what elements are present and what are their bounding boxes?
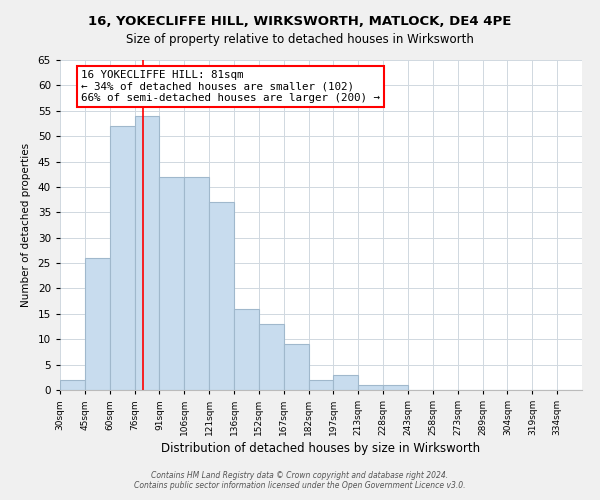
Text: 16, YOKECLIFFE HILL, WIRKSWORTH, MATLOCK, DE4 4PE: 16, YOKECLIFFE HILL, WIRKSWORTH, MATLOCK…	[88, 15, 512, 28]
X-axis label: Distribution of detached houses by size in Wirksworth: Distribution of detached houses by size …	[161, 442, 481, 456]
Text: Contains HM Land Registry data © Crown copyright and database right 2024.
Contai: Contains HM Land Registry data © Crown c…	[134, 470, 466, 490]
Bar	[358, 385, 383, 390]
Bar	[85, 258, 110, 390]
Text: Size of property relative to detached houses in Wirksworth: Size of property relative to detached ho…	[126, 32, 474, 46]
Bar	[234, 309, 259, 390]
Bar	[60, 380, 85, 390]
Bar	[383, 385, 408, 390]
Y-axis label: Number of detached properties: Number of detached properties	[21, 143, 31, 307]
Bar	[308, 380, 334, 390]
Bar	[284, 344, 308, 390]
Text: 16 YOKECLIFFE HILL: 81sqm
← 34% of detached houses are smaller (102)
66% of semi: 16 YOKECLIFFE HILL: 81sqm ← 34% of detac…	[81, 70, 380, 103]
Bar	[209, 202, 234, 390]
Bar	[259, 324, 284, 390]
Bar	[334, 375, 358, 390]
Bar	[160, 177, 184, 390]
Bar	[184, 177, 209, 390]
Bar	[134, 116, 160, 390]
Bar	[110, 126, 134, 390]
